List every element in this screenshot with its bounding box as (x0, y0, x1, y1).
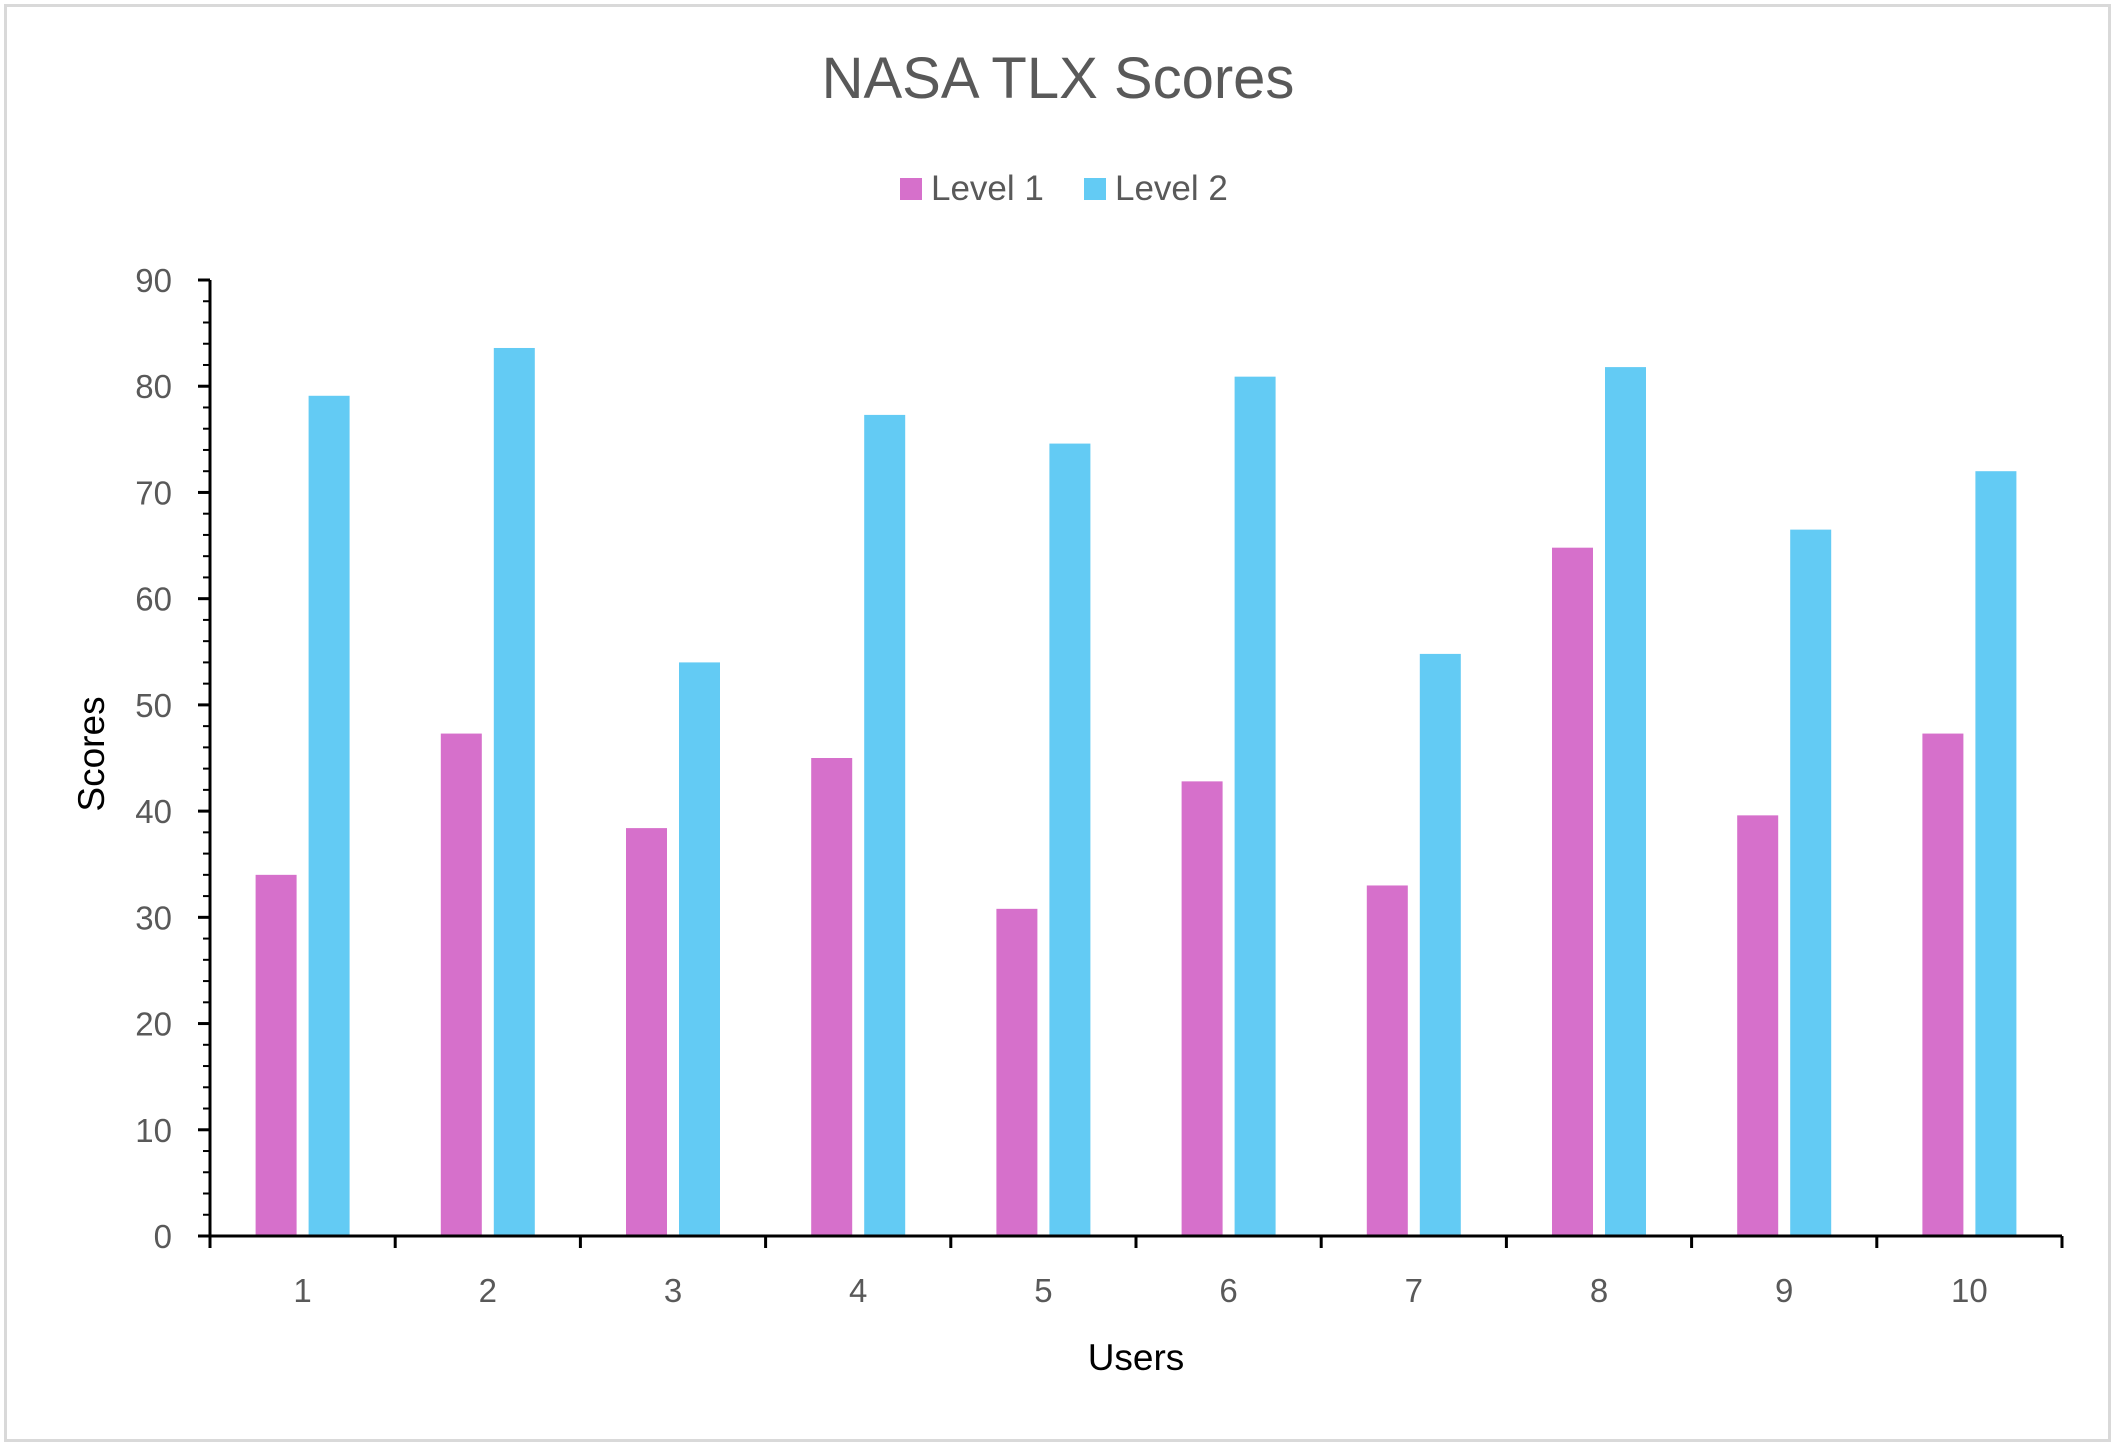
bar-level-1-user-10 (1922, 733, 1964, 1236)
bar-level-2-user-2 (493, 347, 535, 1237)
bar-level-2-user-4 (864, 414, 906, 1236)
y-tick-label: 60 (135, 581, 172, 618)
bars (255, 347, 2017, 1237)
bar-level-1-user-7 (1366, 885, 1408, 1236)
x-tick-label: 3 (664, 1272, 682, 1309)
x-tick-label: 8 (1590, 1272, 1608, 1309)
legend-label-level-2: Level 2 (1115, 169, 1228, 208)
y-tick-label: 80 (135, 368, 172, 405)
bar-level-1-user-9 (1737, 815, 1779, 1236)
bar-level-1-user-4 (811, 758, 853, 1236)
bar-level-1-user-1 (255, 874, 297, 1236)
x-axis-ticks: 1 2 3 4 5 6 7 8 9 10 (208, 1236, 2064, 1309)
x-tick-label: 7 (1405, 1272, 1423, 1309)
legend: Level 1 Level 2 (900, 169, 1228, 208)
bar-level-2-user-9 (1790, 529, 1832, 1236)
bar-level-2-user-6 (1234, 376, 1276, 1236)
y-tick-label: 10 (135, 1112, 172, 1149)
y-axis-ticks: 0 10 20 30 40 50 60 70 80 90 (135, 262, 210, 1255)
chart-title: NASA TLX Scores (822, 46, 1295, 111)
y-axis-title: Scores (71, 696, 112, 811)
bar-level-2-user-1 (308, 395, 350, 1236)
bar-level-2-user-8 (1605, 367, 1646, 1236)
x-tick-label: 10 (1951, 1272, 1988, 1309)
x-tick-label: 6 (1219, 1272, 1237, 1309)
x-tick-label: 1 (293, 1272, 311, 1309)
y-tick-label: 70 (135, 474, 172, 511)
bar-level-2-user-7 (1419, 653, 1461, 1236)
bar-level-2-user-5 (1049, 443, 1091, 1236)
y-tick-label: 50 (135, 687, 172, 724)
bar-level-1-user-3 (626, 828, 667, 1236)
x-tick-label: 4 (849, 1272, 867, 1309)
y-tick-label: 0 (154, 1218, 172, 1255)
y-tick-label: 20 (135, 1006, 172, 1043)
bar-level-1-user-5 (996, 908, 1038, 1236)
legend-swatch-level-1 (900, 178, 922, 200)
y-tick-label: 30 (135, 899, 172, 936)
x-axis-title: Users (1088, 1337, 1185, 1378)
bar-level-2-user-10 (1975, 471, 2017, 1236)
axes (208, 280, 2062, 1238)
bar-level-1-user-8 (1552, 547, 1593, 1236)
x-tick-label: 9 (1775, 1272, 1793, 1309)
y-tick-label: 40 (135, 793, 172, 830)
legend-swatch-level-2 (1084, 178, 1106, 200)
bar-level-1-user-2 (440, 733, 482, 1236)
legend-label-level-1: Level 1 (931, 169, 1044, 208)
x-tick-label: 2 (479, 1272, 497, 1309)
y-tick-label: 90 (135, 262, 172, 299)
x-tick-label: 5 (1034, 1272, 1052, 1309)
bar-level-2-user-3 (679, 662, 720, 1236)
bar-level-1-user-6 (1181, 781, 1223, 1236)
